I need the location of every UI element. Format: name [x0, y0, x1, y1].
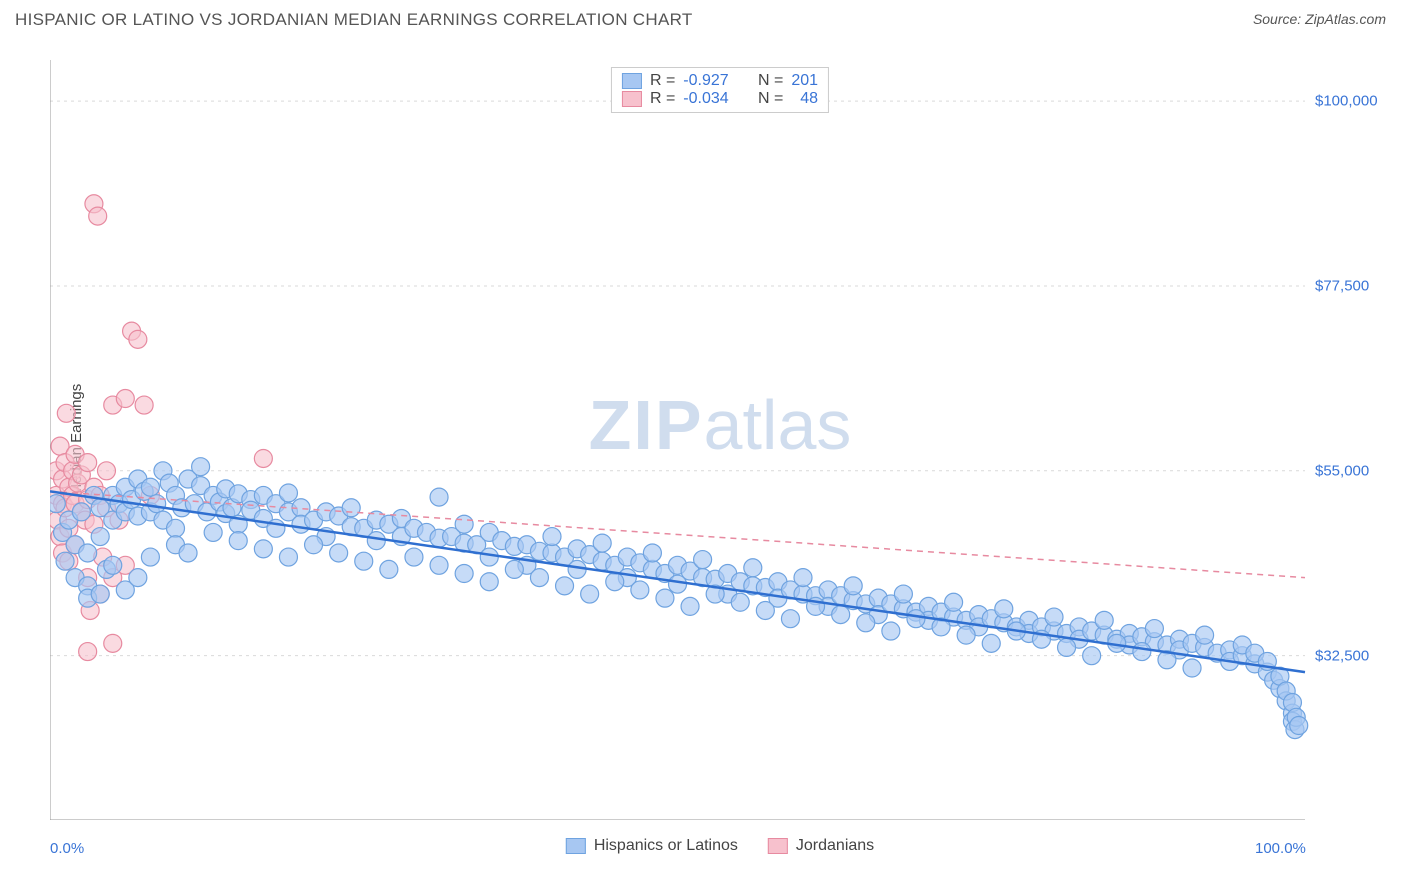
- legend-item-hispanic: Hispanics or Latinos: [566, 837, 738, 855]
- r-value-hispanic: -0.927: [683, 72, 728, 90]
- swatch-jordanian: [768, 838, 788, 854]
- n-value-jordanian: 48: [791, 90, 818, 108]
- legend-label-jordanian: Jordanians: [796, 837, 874, 855]
- chart-title: HISPANIC OR LATINO VS JORDANIAN MEDIAN E…: [15, 10, 693, 30]
- y-tick-label: $77,500: [1315, 277, 1369, 294]
- x-tick-label: 0.0%: [50, 840, 84, 857]
- scatter-plot: [50, 60, 1390, 820]
- swatch-hispanic: [622, 73, 642, 89]
- n-label: N =: [758, 72, 783, 90]
- series-legend: Hispanics or Latinos Jordanians: [566, 837, 874, 855]
- n-label: N =: [758, 90, 783, 108]
- stats-legend: R = -0.927 N = 201 R = -0.034 N = 48: [611, 67, 829, 113]
- swatch-jordanian: [622, 91, 642, 107]
- source-prefix: Source:: [1253, 11, 1305, 27]
- y-tick-label: $55,000: [1315, 462, 1369, 479]
- chart-area: Median Earnings ZIPatlas R = -0.927 N = …: [50, 60, 1390, 820]
- source-attribution: Source: ZipAtlas.com: [1253, 11, 1386, 29]
- y-tick-label: $100,000: [1315, 93, 1378, 110]
- x-tick-label: 100.0%: [1255, 840, 1306, 857]
- stats-row-hispanic: R = -0.927 N = 201: [622, 72, 818, 90]
- n-value-hispanic: 201: [791, 72, 818, 90]
- r-label: R =: [650, 90, 675, 108]
- source-name: ZipAtlas.com: [1305, 11, 1386, 27]
- stats-row-jordanian: R = -0.034 N = 48: [622, 90, 818, 108]
- y-tick-label: $32,500: [1315, 647, 1369, 664]
- legend-item-jordanian: Jordanians: [768, 837, 874, 855]
- legend-label-hispanic: Hispanics or Latinos: [594, 837, 738, 855]
- swatch-hispanic: [566, 838, 586, 854]
- r-value-jordanian: -0.034: [683, 90, 728, 108]
- r-label: R =: [650, 72, 675, 90]
